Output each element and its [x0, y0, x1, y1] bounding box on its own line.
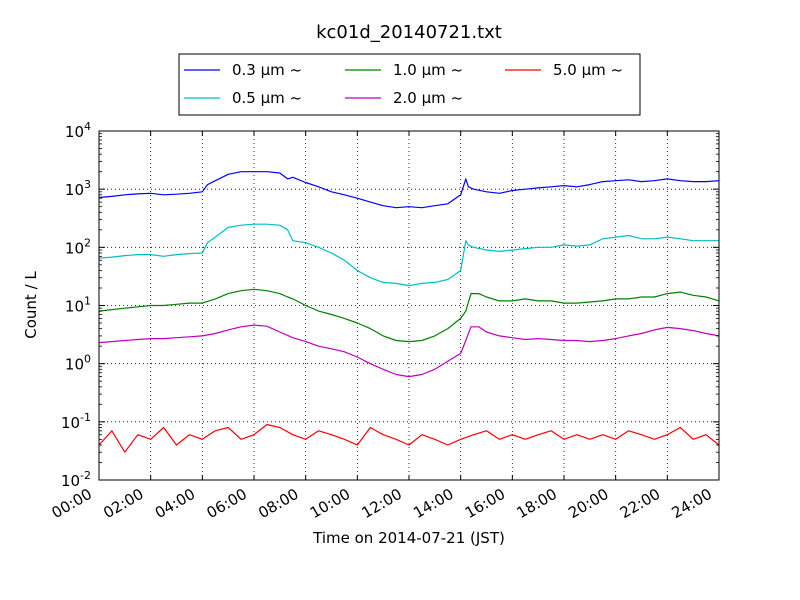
x-axis-label: Time on 2014-07-21 (JST) [312, 529, 505, 547]
legend-label: 0.3 μm ~ [232, 61, 302, 79]
series-line-0 [98, 171, 720, 209]
y-tick-label: 103 [65, 178, 91, 199]
chart-title: kc01d_20140721.txt [316, 22, 502, 43]
legend-label: 1.0 μm ~ [393, 61, 463, 79]
legend-box [178, 53, 641, 116]
legend-label: 2.0 μm ~ [393, 89, 463, 107]
y-tick-label: 102 [65, 236, 91, 257]
y-tick-label: 100 [65, 353, 91, 374]
y-axis: 10-2 10-1 100 101 102 103 104 [61, 120, 719, 490]
series-line-2 [98, 288, 720, 343]
y-tick-label: 101 [65, 295, 91, 316]
y-tick-label: 10-2 [61, 469, 91, 490]
y-tick-label: 104 [65, 120, 91, 141]
series-line-4 [98, 423, 720, 453]
grid [99, 131, 719, 480]
series-group [98, 171, 720, 453]
legend-label: 0.5 μm ~ [232, 89, 302, 107]
y-axis-label: Count / L [22, 271, 40, 339]
legend-label: 5.0 μm ~ [553, 61, 623, 79]
legend: 0.3 μm ~ 0.5 μm ~ 1.0 μm ~ 2.0 μm ~ 5.0 μm ~ [178, 53, 641, 116]
series-line-1 [98, 223, 719, 287]
series-line-3 [98, 324, 720, 378]
y-tick-label: 10-1 [61, 411, 91, 432]
